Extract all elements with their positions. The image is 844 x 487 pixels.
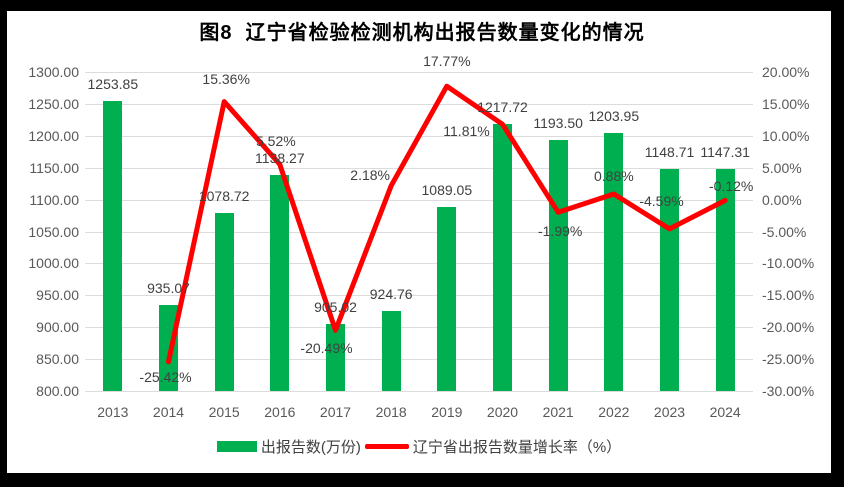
legend-line-swatch-icon: [364, 443, 409, 449]
legend: 出报告数(万份) 辽宁省出报告数量增长率（%）: [85, 435, 753, 457]
gridline: [85, 72, 753, 73]
left-axis-tick-label: 800.00: [36, 383, 79, 399]
x-axis-label: 2024: [709, 404, 741, 420]
left-axis-tick-label: 900.00: [36, 319, 79, 336]
bar-value-label: 1089.05: [421, 181, 473, 198]
x-axis-label: 2013: [97, 404, 129, 420]
line-value-label: 15.36%: [202, 70, 250, 87]
x-axis-label: 2022: [598, 404, 630, 420]
bar: [381, 311, 401, 391]
right-axis-tick-label: 10.00%: [762, 127, 810, 144]
gridline: [85, 327, 753, 329]
right-axis-tick-label: -15.00%: [762, 287, 815, 304]
line-value-label: 11.81%: [443, 123, 490, 140]
right-axis-tick-label: 5.00%: [762, 159, 802, 176]
right-axis-tick-label: -5.00%: [762, 223, 807, 240]
right-axis-tick-label: 0.00%: [762, 191, 802, 208]
bar-value-label: 1217.72: [477, 99, 528, 116]
bar: [715, 169, 735, 391]
line-value-label: 17.77%: [423, 53, 471, 70]
x-axis-label: 2015: [208, 404, 240, 420]
left-axis-tick-label: 850.00: [36, 351, 79, 368]
left-axis-tick-label: 1100.00: [29, 191, 79, 208]
line-value-label: -1.99%: [537, 223, 583, 240]
bar-value-label: 1253.85: [87, 76, 139, 93]
legend-bar-label: 出报告数(万份): [260, 438, 361, 456]
bar: [214, 213, 234, 391]
x-axis-label: 2017: [319, 404, 352, 420]
screenshot-border-top: [0, 0, 844, 11]
x-axis-label: 2023: [653, 404, 686, 420]
line-value-label: 5.52%: [255, 133, 296, 150]
gridline: [85, 263, 753, 265]
line-value-label: -0.12%: [708, 178, 754, 195]
x-axis-label: 2014: [152, 404, 185, 420]
x-axis-label: 2020: [486, 404, 519, 420]
chart-title: 图8 辽宁省检验检测机构出报告数量变化的情况: [199, 22, 645, 44]
bar: [326, 323, 345, 391]
left-axis-tick-label: 1250.00: [28, 95, 79, 112]
line-value-label: -4.59%: [639, 192, 684, 209]
gridline: [85, 359, 753, 361]
bar-value-label: 1078.72: [198, 188, 250, 205]
legend-bar-swatch-icon: [216, 440, 257, 452]
bar-value-label: 924.76: [369, 286, 413, 303]
screenshot-border-bottom: [0, 473, 844, 487]
gridline: [85, 135, 753, 137]
x-axis-label: 2021: [542, 404, 574, 420]
left-axis-tick-label: 1150.00: [29, 159, 79, 176]
x-axis-label: 2018: [375, 404, 407, 420]
gridline: [85, 391, 753, 392]
bar: [548, 139, 568, 391]
bar-value-label: 1147.31: [700, 144, 750, 161]
left-axis-tick-label: 1000.00: [28, 255, 79, 272]
left-axis-tick-label: 1300.00: [28, 64, 79, 80]
line-value-label: -25.42%: [139, 368, 192, 385]
gridline: [85, 167, 753, 169]
right-axis-tick-label: 15.00%: [762, 95, 810, 112]
x-axis-label: 2016: [264, 404, 296, 420]
x-axis-label: 2019: [431, 404, 463, 420]
bar-value-label: 1138.27: [255, 150, 305, 167]
line-value-label: 2.18%: [350, 166, 391, 183]
right-axis-tick-label: 20.00%: [762, 64, 810, 80]
right-axis-tick-label: -20.00%: [762, 319, 815, 336]
line-value-label: 0.88%: [593, 167, 634, 184]
screenshot-border-left: [0, 0, 7, 487]
screenshot-border-right: [831, 0, 844, 487]
bar-value-label: 1148.71: [644, 143, 695, 160]
bar: [270, 175, 290, 391]
bar: [437, 206, 457, 391]
line-value-label: -20.49%: [300, 340, 353, 357]
left-axis-tick-label: 1200.00: [28, 127, 79, 144]
right-axis-tick-label: -25.00%: [762, 351, 815, 368]
legend-line-label: 辽宁省出报告数量增长率（%）: [412, 438, 622, 456]
bar-value-label: 1203.95: [588, 108, 640, 125]
right-axis-tick-label: -30.00%: [762, 383, 815, 399]
gridline: [85, 103, 753, 105]
bar-value-label: 905.02: [314, 298, 357, 315]
bar: [103, 101, 123, 391]
gridline: [85, 231, 753, 233]
left-axis-tick-label: 950.00: [36, 287, 79, 304]
left-axis-tick-label: 1050.00: [28, 223, 79, 240]
bar: [493, 124, 512, 391]
bar-value-label: 935.07: [147, 279, 190, 296]
bar-value-label: 1193.50: [533, 114, 583, 131]
right-axis-tick-label: -10.00%: [762, 255, 815, 272]
